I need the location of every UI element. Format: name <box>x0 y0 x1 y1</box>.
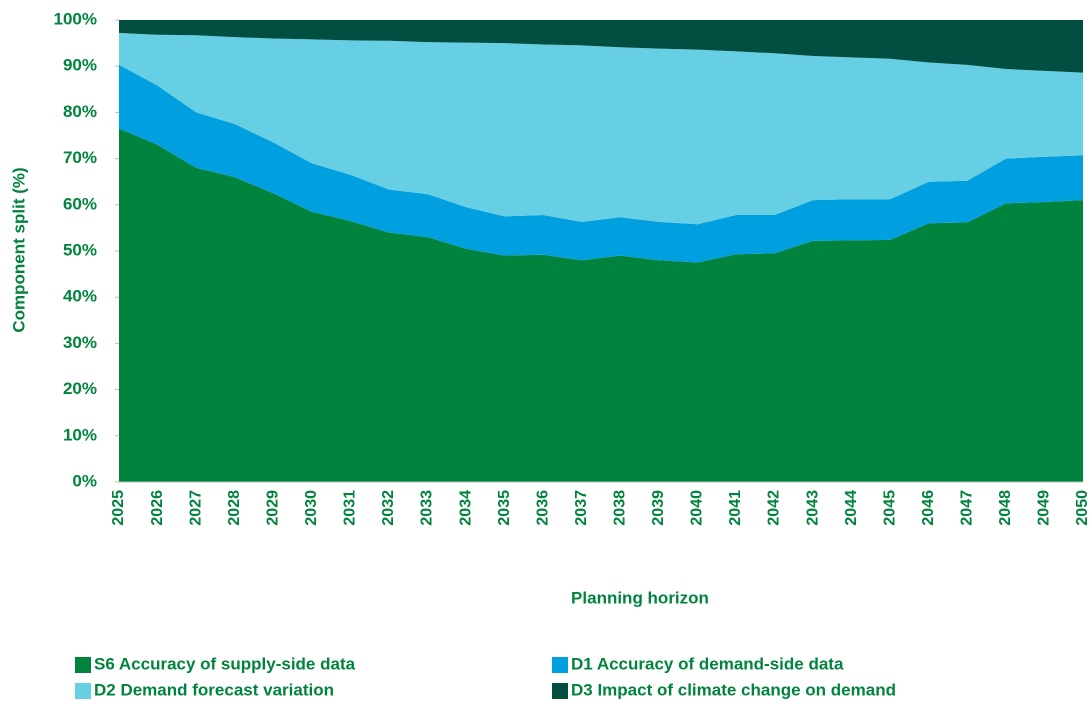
legend-label: S6 Accuracy of supply-side data <box>94 654 356 673</box>
x-tick-label: 2025 <box>110 490 127 526</box>
x-tick-label: 2043 <box>804 490 821 526</box>
legend-swatch <box>75 657 91 673</box>
legend-swatch <box>552 657 568 673</box>
legend-label: D3 Impact of climate change on demand <box>571 680 896 699</box>
area <box>119 32 1083 225</box>
y-tick-label: 20% <box>63 379 97 398</box>
x-tick-label: 2029 <box>264 490 281 526</box>
y-tick-label: 50% <box>63 240 97 259</box>
y-tick-label: 60% <box>63 194 97 213</box>
area <box>119 20 1083 73</box>
x-tick-label: 2027 <box>187 490 204 526</box>
x-tick-label: 2046 <box>920 490 937 526</box>
x-tick-label: 2032 <box>380 490 397 526</box>
x-tick-label: 2044 <box>843 490 860 526</box>
legend-label: D2 Demand forecast variation <box>94 680 334 699</box>
y-axis-title: Component split (%) <box>9 167 28 332</box>
x-tick-label: 2035 <box>496 490 513 526</box>
y-tick-label: 0% <box>72 471 97 490</box>
x-tick-label: 2049 <box>1036 490 1053 526</box>
x-tick-label: 2026 <box>149 490 166 526</box>
x-tick-label: 2047 <box>959 490 976 526</box>
legend-swatch <box>552 683 568 699</box>
x-tick-label: 2050 <box>1074 490 1089 526</box>
x-tick-label: 2030 <box>303 490 320 526</box>
x-axis-title: Planning horizon <box>571 588 709 607</box>
x-tick-label: 2033 <box>419 490 436 526</box>
x-tick-label: 2038 <box>611 490 628 526</box>
y-tick-label: 40% <box>63 287 97 306</box>
x-tick-label: 2036 <box>534 490 551 526</box>
x-tick-label: 2039 <box>650 490 667 526</box>
x-tick-label: 2031 <box>342 490 359 526</box>
y-tick-label: 100% <box>54 9 97 28</box>
x-tick-label: 2041 <box>727 490 744 526</box>
x-tick-label: 2040 <box>689 490 706 526</box>
y-tick-label: 10% <box>63 425 97 444</box>
x-tick-label: 2028 <box>226 490 243 526</box>
x-tick-label: 2037 <box>573 490 590 526</box>
x-tick-label: 2034 <box>457 490 474 526</box>
y-tick-label: 70% <box>63 148 97 167</box>
x-tick-label: 2042 <box>766 490 783 526</box>
x-tick-label: 2048 <box>997 490 1014 526</box>
legend-swatch <box>75 683 91 699</box>
area <box>119 128 1083 482</box>
legend-label: D1 Accuracy of demand-side data <box>571 654 844 673</box>
area <box>119 64 1083 263</box>
y-tick-label: 80% <box>63 102 97 121</box>
x-tick-label: 2045 <box>881 490 898 526</box>
y-tick-label: 30% <box>63 333 97 352</box>
y-tick-label: 90% <box>63 56 97 75</box>
